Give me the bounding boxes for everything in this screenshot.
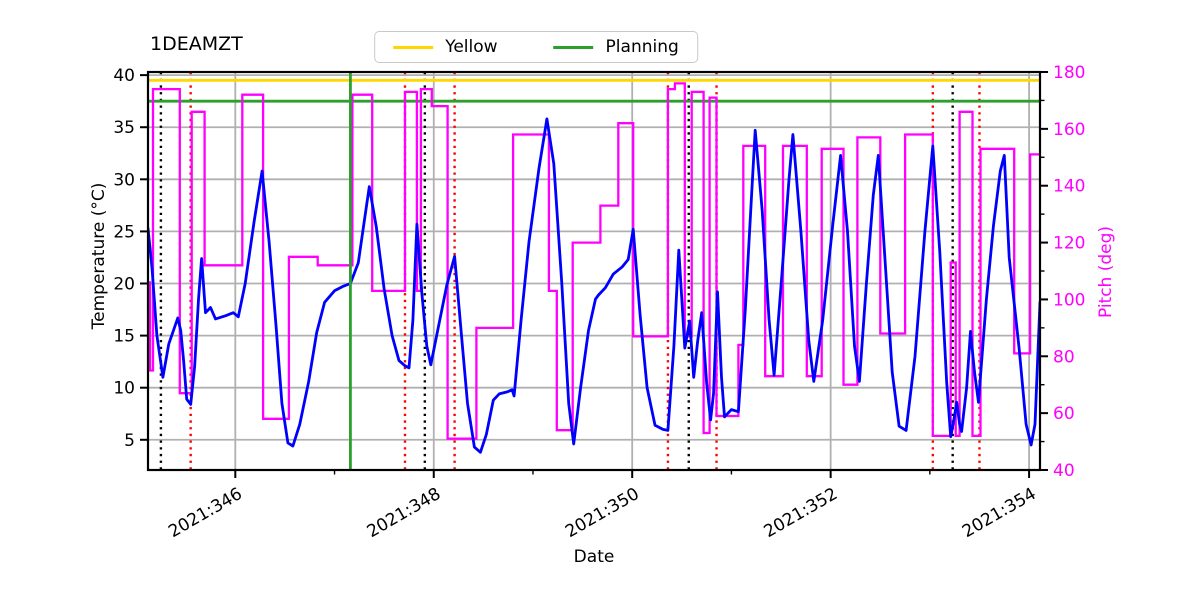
- planning-limit-line-icon: [553, 45, 594, 49]
- y-left-tick-label: 10: [113, 379, 135, 399]
- x-tick-label: 2021:350: [562, 484, 643, 542]
- x-axis-label: Date: [573, 547, 615, 567]
- y-left-tick-label: 20: [113, 275, 135, 295]
- y-right-tick-label: 60: [1053, 404, 1075, 424]
- x-tick-label: 2021:354: [959, 484, 1040, 542]
- temperature-line: [148, 117, 1040, 454]
- legend-label-planning: Planning: [605, 37, 679, 57]
- y-left-tick-label: 25: [113, 222, 135, 242]
- y-right-tick-label: 160: [1053, 120, 1085, 140]
- x-tick-label: 2021:352: [761, 484, 842, 542]
- y-right-tick-label: 180: [1053, 63, 1085, 83]
- chart-title: 1DEAMZT: [150, 33, 243, 55]
- x-tick-label: 2021:348: [364, 484, 445, 542]
- y-right-tick-label: 40: [1053, 461, 1075, 481]
- x-tick-label: 2021:346: [165, 484, 246, 542]
- y-left-tick-label: 35: [113, 118, 135, 138]
- y-right-tick-label: 80: [1053, 347, 1075, 367]
- y-right-tick-label: 140: [1053, 177, 1085, 197]
- y-right-tick-label: 120: [1053, 234, 1085, 254]
- legend-label-yellow: Yellow: [445, 37, 498, 57]
- legend-item-yellow: Yellow: [393, 37, 498, 57]
- y-left-tick-label: 40: [113, 66, 135, 86]
- y-axis-label-left: Temperature (°C): [89, 182, 109, 330]
- y-left-tick-label: 30: [113, 170, 135, 190]
- legend-item-planning: Planning: [553, 37, 679, 57]
- yellow-limit-line-icon: [393, 45, 434, 49]
- y-left-tick-label: 5: [124, 431, 135, 451]
- legend-box: Yellow Planning: [374, 31, 698, 63]
- pitch-line: [148, 82, 1040, 440]
- y-right-tick-label: 100: [1053, 290, 1085, 310]
- y-left-tick-label: 15: [113, 327, 135, 347]
- y-axis-label-right: Pitch (deg): [1096, 225, 1116, 319]
